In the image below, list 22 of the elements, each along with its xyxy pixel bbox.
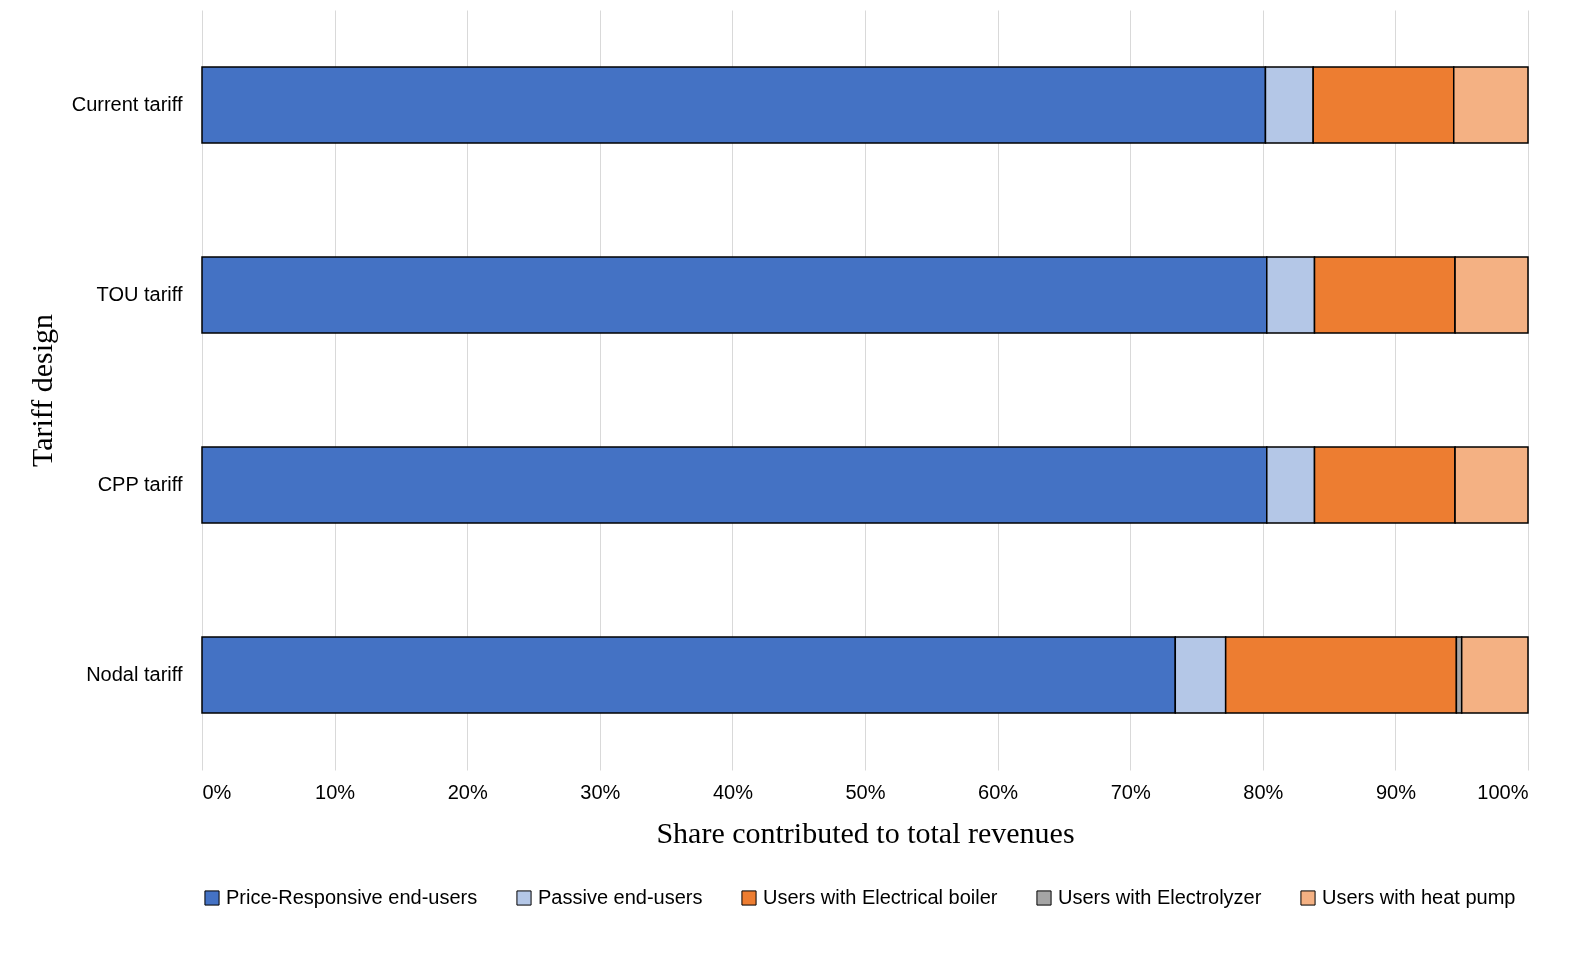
legend-label: Users with Electrolyzer [1058,886,1262,908]
x-tick-label: 30% [580,780,621,803]
legend-label: Passive end-users [538,886,703,908]
x-tick-label: 100% [1477,780,1529,803]
x-tick-label: 70% [1110,780,1151,803]
x-tick-label: 80% [1243,780,1284,803]
x-tick-label: 90% [1375,780,1417,803]
legend-label: Users with Electrical boiler [763,886,998,908]
x-tick-label: 20% [447,780,488,803]
legend-label: Users with heat pump [1322,886,1516,908]
x-tick-label: 60% [978,780,1019,803]
y-tick-label: CPP tariff [97,473,183,495]
y-tick-label: TOU tariff [96,283,183,305]
x-axis-title: Share contributed to total revenues [656,815,1075,849]
x-tick-label: 10% [315,780,356,803]
legend-label: Price-Responsive end-users [226,886,478,908]
x-tick-label: 40% [712,780,754,803]
y-tick-label: Current tariff [71,93,183,115]
x-tick-label: 50% [845,780,886,803]
y-tick-label: Nodal tariff [86,663,183,685]
y-axis-title: Tariff design [24,313,58,468]
x-tick-label: 0% [202,780,232,803]
